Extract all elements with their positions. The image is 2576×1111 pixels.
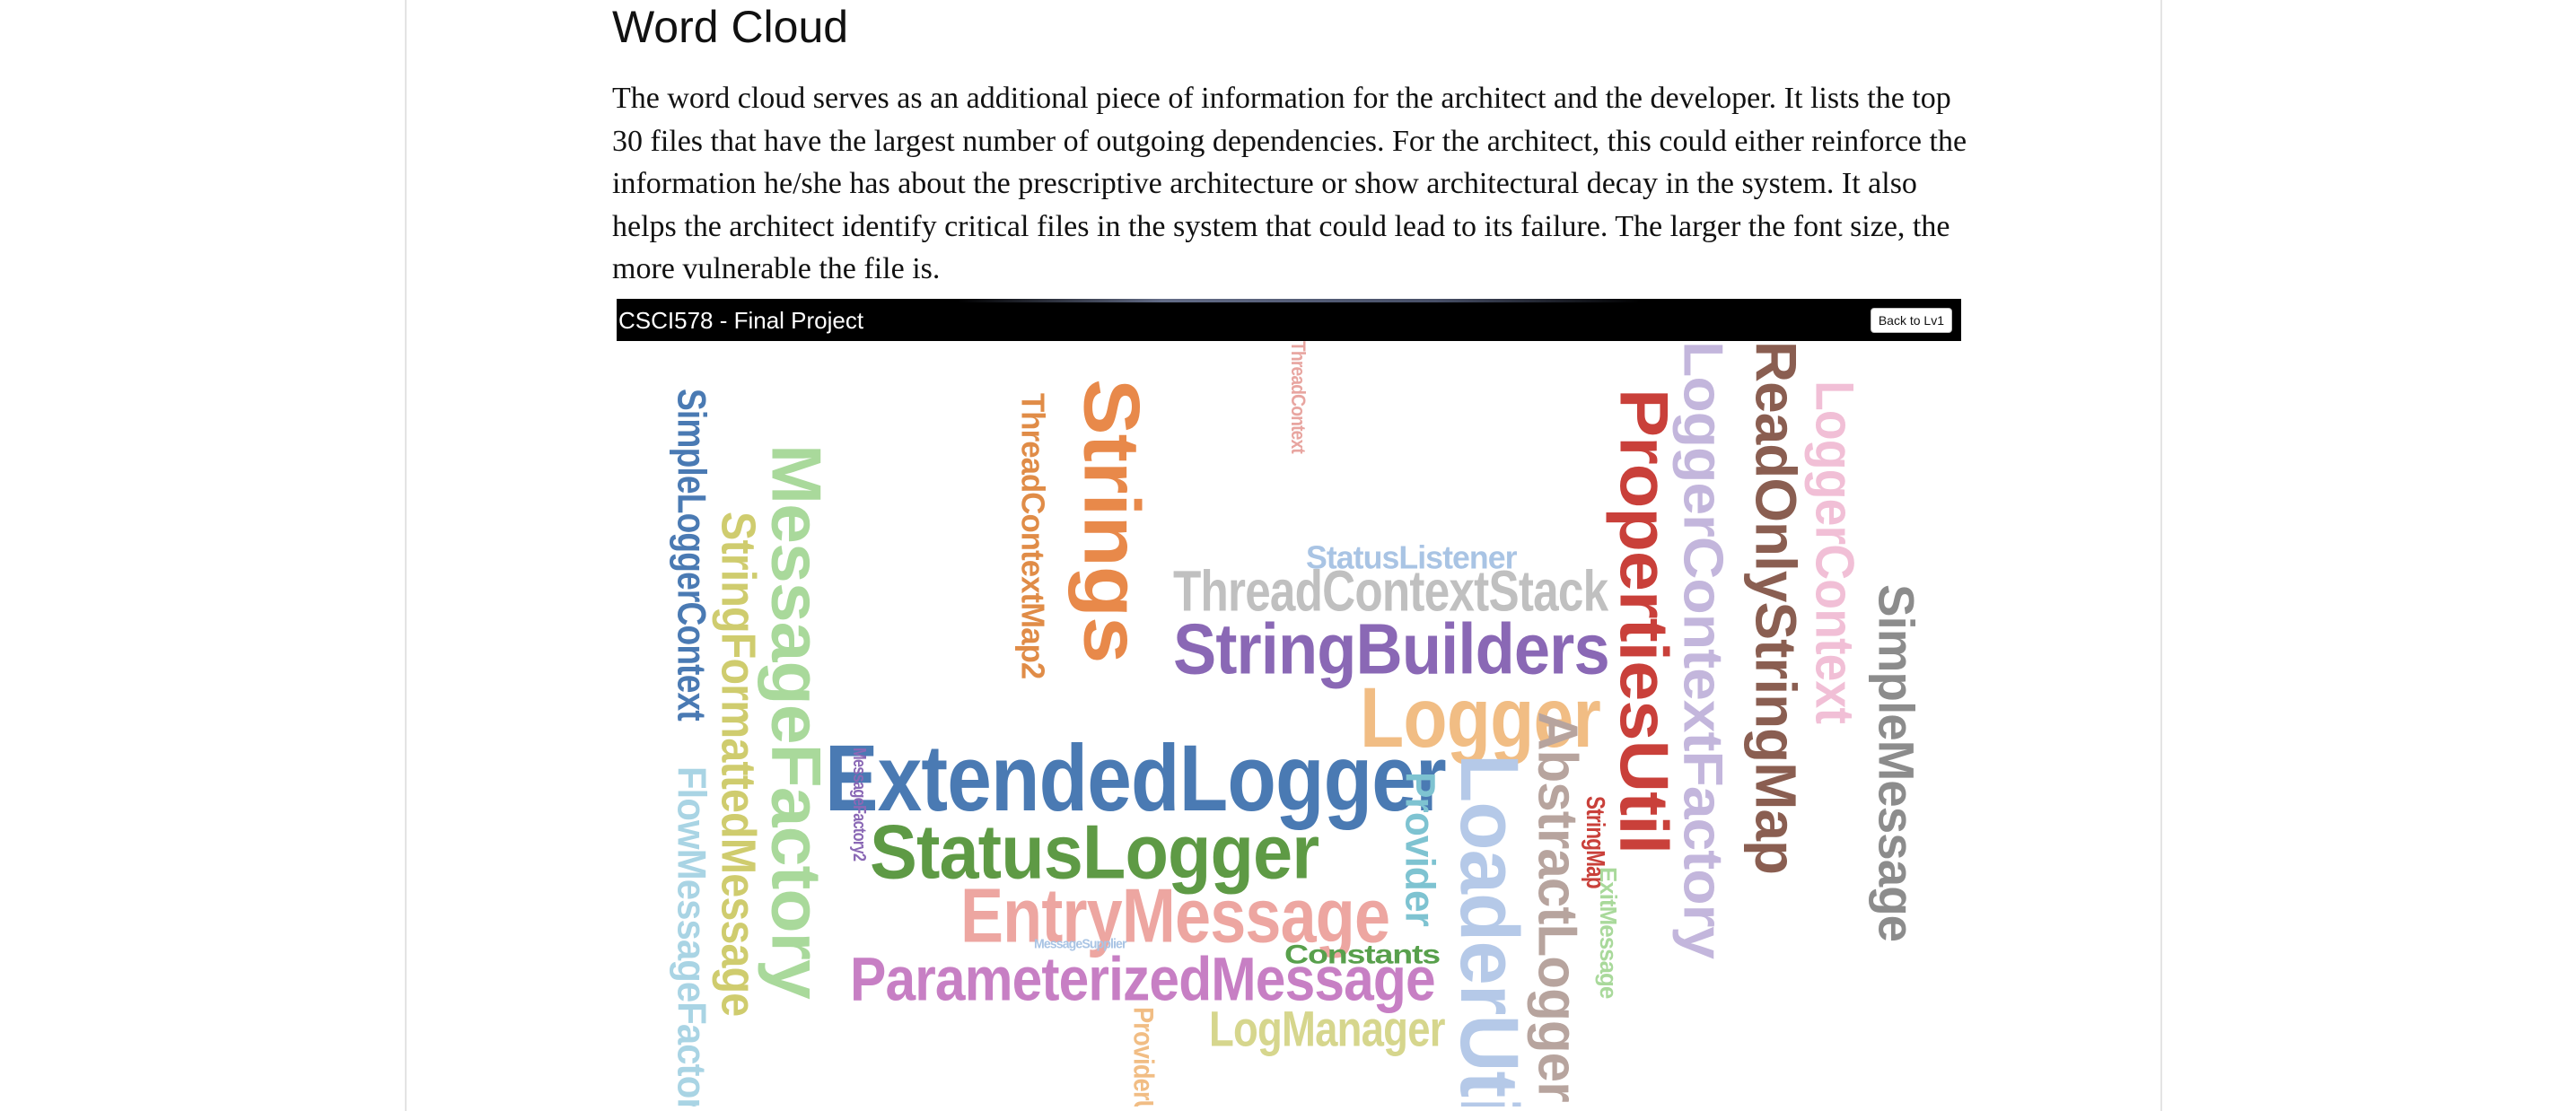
word-cloud-term: Strings — [1067, 379, 1157, 663]
section-heading: Word Cloud — [612, 2, 849, 52]
app-navbar: CSCI578 - Final Project Back to Lv1 — [617, 299, 1961, 341]
word-cloud-term: ThreadContextMap2 — [1014, 393, 1050, 679]
intro-paragraph: The word cloud serves as an additional p… — [612, 82, 1967, 285]
navbar-highlight — [958, 299, 1640, 302]
word-cloud-term: MessageFactory2 — [849, 748, 869, 862]
word-cloud-term: AbstractLogger — [1527, 712, 1590, 1102]
word-cloud-term: EntryMessage — [960, 872, 1390, 958]
word-cloud-term: PropertiesUtil — [1606, 389, 1682, 854]
word-cloud-term: StringBuilders — [1173, 608, 1610, 689]
word-cloud-term: StatusLogger — [870, 809, 1319, 895]
back-to-lv1-button[interactable]: Back to Lv1 — [1870, 308, 1952, 333]
word-cloud-term: ThreadContextStack — [1173, 559, 1608, 624]
word-cloud-term: StringFormattedMessage — [711, 512, 765, 1017]
word-cloud-term: MessageFactory — [757, 444, 835, 999]
project-title: CSCI578 - Final Project — [618, 307, 864, 334]
word-cloud-term: ThreadContext — [1287, 341, 1310, 453]
word-cloud-term: LoaderUtil — [1443, 754, 1535, 1107]
word-cloud-term: FlowMessageFactory — [670, 766, 714, 1107]
word-cloud-term: LoggerContextFactory — [1672, 341, 1735, 959]
word-cloud-term: Provider — [1397, 772, 1443, 926]
word-cloud-term: Logger — [1360, 670, 1601, 765]
word-cloud-term: ExtendedLogger — [825, 725, 1447, 831]
word-cloud-term: StatusListener — [1306, 540, 1518, 576]
word-cloud-term: ExitMessage — [1595, 867, 1622, 999]
embedded-app-screenshot: CSCI578 - Final Project Back to Lv1 Exte… — [617, 299, 1961, 1107]
word-cloud-term: ParameterizedMessage — [850, 945, 1436, 1014]
word-cloud-term: ProviderUtil — [1127, 1007, 1159, 1107]
word-cloud-term: Constants — [1284, 939, 1441, 969]
word-cloud-term: MessageSupplier — [1034, 937, 1126, 951]
word-cloud: ExtendedLogger StatusLogger StringBuilders… — [617, 341, 1961, 1107]
word-cloud-term: LoggerContext — [1804, 381, 1864, 723]
word-cloud-term: ReadOnlyStringMap — [1743, 341, 1808, 875]
word-cloud-term: SimpleLoggerContext — [670, 389, 714, 721]
word-cloud-term: LogManager — [1209, 1002, 1445, 1057]
word-cloud-term: SimpleMessage — [1868, 584, 1923, 942]
